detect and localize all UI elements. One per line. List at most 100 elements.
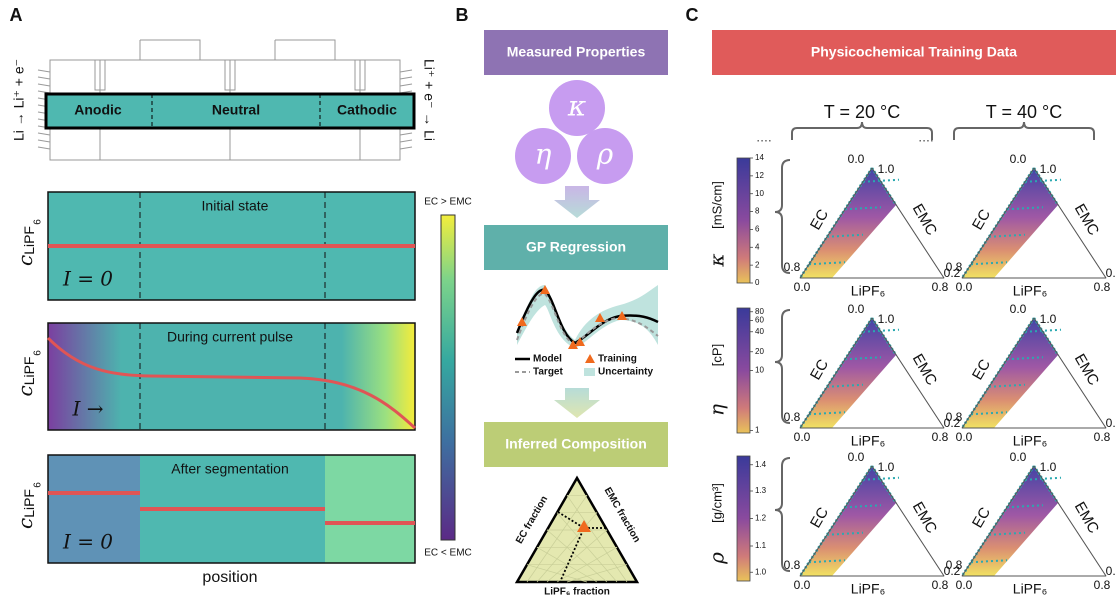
ternary-tick: 0.0 bbox=[848, 450, 865, 464]
property-symbol: η bbox=[705, 404, 729, 416]
legend-label: Model bbox=[533, 354, 562, 365]
ternary-axis-label: LiPF₆ bbox=[1013, 433, 1047, 449]
legend-label: Uncertainty bbox=[598, 367, 653, 378]
ternary-axis-label: EC bbox=[969, 206, 994, 233]
ternary-axis-label: LiPF₆ bbox=[851, 283, 885, 299]
step-label: Inferred Composition bbox=[505, 436, 647, 452]
row-brace bbox=[775, 458, 790, 571]
flow-arrow bbox=[554, 388, 600, 418]
legend-swatch bbox=[585, 354, 595, 363]
ternary-tick: 0.8 bbox=[784, 558, 801, 572]
colorbar bbox=[737, 456, 750, 581]
ternary-tick: 0.0 bbox=[1010, 450, 1027, 464]
property-unit: [mS/cm] bbox=[709, 181, 724, 229]
legend-label: Target bbox=[533, 367, 563, 378]
colorbar-tick-label: 4 bbox=[755, 242, 760, 251]
ternary-tick: 1.0 bbox=[878, 460, 895, 474]
ternary-tick: 0.8 bbox=[1094, 280, 1111, 294]
step-label: GP Regression bbox=[526, 239, 626, 255]
ternary-tick: 0.2 bbox=[1106, 564, 1116, 578]
temperature-label: T = 20 °C bbox=[824, 102, 900, 122]
ternary-tick: 0.0 bbox=[956, 430, 973, 444]
figure: AAnodicNeutralCathodicLi → Li⁺ + e⁻Li⁺ +… bbox=[0, 0, 1116, 597]
ternary-axis-label: EC bbox=[807, 504, 832, 531]
panel-label: B bbox=[456, 5, 469, 25]
y-axis-label: cLiPF bbox=[13, 489, 37, 529]
colorbar-tick-label: 0 bbox=[755, 278, 760, 287]
reaction-label: Li → Li⁺ + e⁻ bbox=[11, 59, 27, 141]
colorbar-tick-label: 1.4 bbox=[755, 460, 767, 469]
ternary-tick: 0.0 bbox=[1010, 302, 1027, 316]
colorbar-label: EC > EMC bbox=[424, 197, 472, 208]
ternary-axis-label: LiPF₆ bbox=[851, 581, 885, 597]
ternary-tick: 0.8 bbox=[932, 578, 949, 592]
ternary-axis-label: EMC bbox=[1071, 499, 1102, 537]
y-axis-label: cLiPF bbox=[13, 226, 37, 266]
plot-title: Initial state bbox=[202, 198, 269, 214]
colorbar-tick-label: 10 bbox=[755, 189, 764, 198]
ternary-tick: 0.8 bbox=[1094, 578, 1111, 592]
banner-title: Physicochemical Training Data bbox=[811, 44, 1017, 60]
property-symbol: ρ bbox=[596, 138, 614, 171]
x-axis-label: position bbox=[202, 569, 257, 586]
colorbar-tick-label: 1.2 bbox=[755, 514, 767, 523]
colorbar-tick-label: 40 bbox=[755, 327, 764, 336]
thread bbox=[400, 133, 412, 135]
colorbar-tick-label: 2 bbox=[755, 260, 760, 269]
ternary-tick: 1.0 bbox=[1040, 460, 1057, 474]
y-axis-label: cLiPF bbox=[13, 357, 37, 397]
property-unit: [g/cm³] bbox=[709, 483, 724, 523]
colorbar-label: EC < EMC bbox=[424, 548, 472, 559]
region-label: Cathodic bbox=[337, 102, 397, 118]
thread bbox=[38, 133, 50, 135]
region-label: Neutral bbox=[212, 102, 260, 118]
colorbar-tick-label: 20 bbox=[755, 347, 764, 356]
ternary-tick: 0.8 bbox=[784, 410, 801, 424]
ellipsis: .... bbox=[918, 129, 934, 145]
ternary-tick: 0.0 bbox=[848, 152, 865, 166]
thread bbox=[400, 77, 412, 79]
thread bbox=[400, 140, 412, 142]
colorbar bbox=[737, 158, 750, 283]
current-label: I → bbox=[71, 397, 103, 421]
legend-label: Training bbox=[598, 354, 637, 365]
ellipsis: .... bbox=[756, 129, 772, 145]
y-label-symbol: c bbox=[13, 385, 37, 396]
step-label: Measured Properties bbox=[507, 44, 646, 60]
thread bbox=[38, 84, 50, 86]
colorbar-tick-label: 14 bbox=[755, 153, 764, 162]
thread bbox=[400, 70, 412, 72]
reaction-label: Li⁺ + e⁻ → Li bbox=[421, 59, 437, 141]
property-symbol: κ bbox=[705, 253, 729, 267]
ternary-tick: 0.2 bbox=[1106, 416, 1116, 430]
colorbar bbox=[441, 215, 455, 540]
thread bbox=[38, 140, 50, 142]
colorbar-tick-label: 8 bbox=[755, 207, 760, 216]
legend-swatch bbox=[584, 368, 595, 376]
ternary-axis-label: LiPF₆ bbox=[1013, 283, 1047, 299]
colorbar-tick-label: 80 bbox=[755, 307, 764, 316]
thread bbox=[400, 147, 412, 149]
y-label-sub: LiPF bbox=[21, 489, 37, 518]
ternary-axis-label: LiPF₆ bbox=[851, 433, 885, 449]
ternary-tick: 0.8 bbox=[946, 410, 963, 424]
ternary-tick: 0.2 bbox=[1106, 266, 1116, 280]
ternary-tick: 0.8 bbox=[1094, 430, 1111, 444]
axis-label: LiPF₆ fraction bbox=[544, 587, 610, 597]
ternary-axis-label: EC bbox=[969, 356, 994, 383]
ternary-tick: 0.0 bbox=[794, 578, 811, 592]
segment-field bbox=[325, 455, 415, 563]
ternary-axis-label: EC bbox=[807, 206, 832, 233]
current-label: I = 0 bbox=[62, 530, 113, 554]
y-label-sub: LiPF bbox=[21, 226, 37, 255]
y-label-symbol: c bbox=[13, 255, 37, 266]
colorbar bbox=[737, 308, 750, 433]
property-symbol: κ bbox=[567, 90, 586, 123]
colorbar-tick-label: 6 bbox=[755, 225, 760, 234]
thread bbox=[38, 77, 50, 79]
ternary-axis-label: EC bbox=[969, 504, 994, 531]
ternary-tick: 0.8 bbox=[932, 430, 949, 444]
y-label-sub: LiPF bbox=[21, 357, 37, 386]
temperature-label: T = 40 °C bbox=[986, 102, 1062, 122]
property-unit: [cP] bbox=[709, 344, 724, 366]
